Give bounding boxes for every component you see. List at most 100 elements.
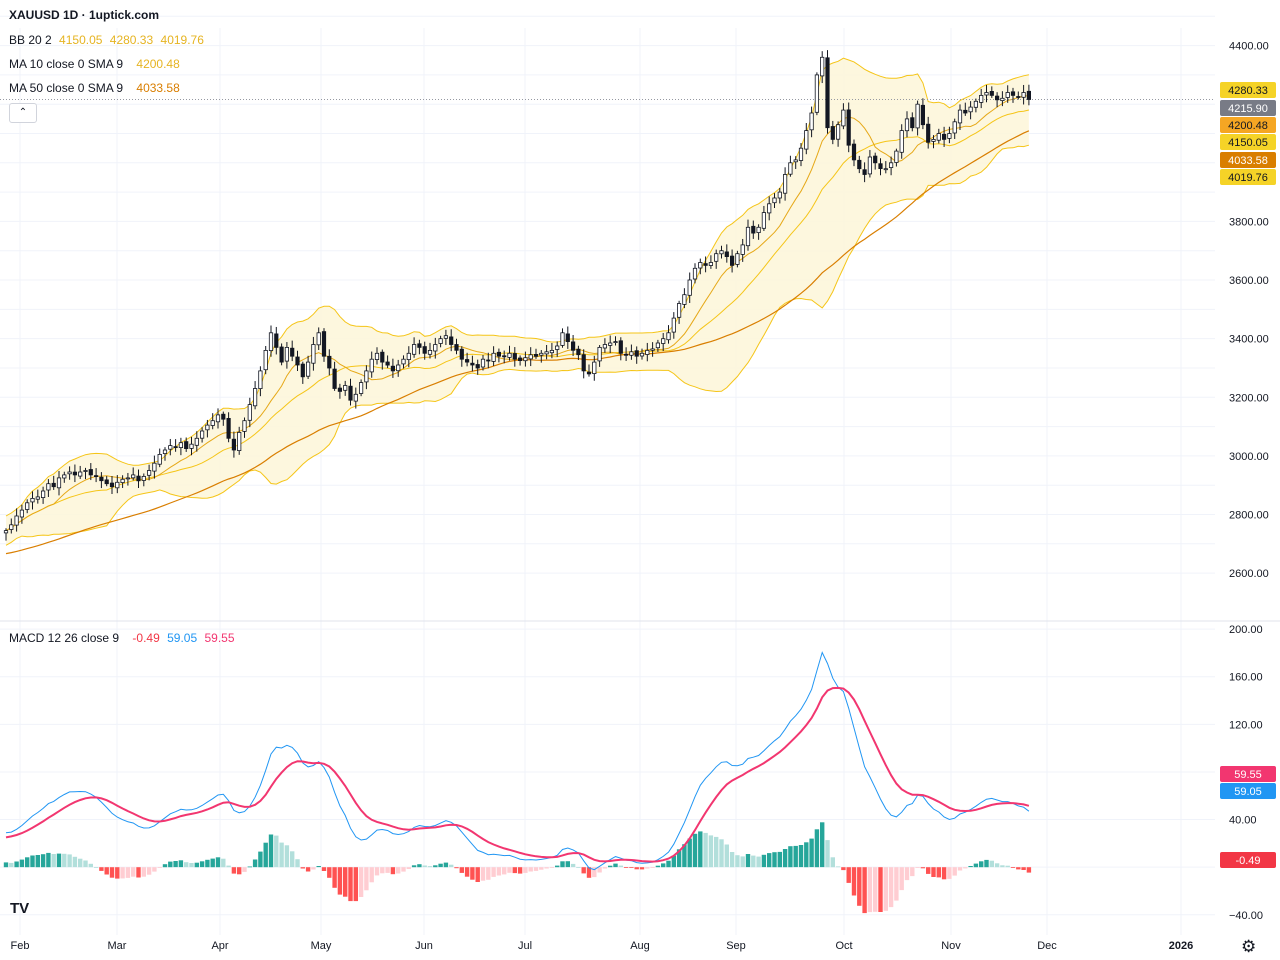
candle-body [199,430,205,439]
candle-body [242,420,247,432]
time-tick-label: May [311,940,332,952]
macd-histogram-bar [454,867,459,869]
candle-body [459,348,464,360]
candle-body [714,253,719,262]
legend-ma50-value: 4033.58 [136,81,180,95]
candle-body [979,95,984,103]
macd-histogram-bar [555,865,560,868]
candle-body [401,358,406,365]
time-tick-label: Dec [1037,940,1057,952]
macd-histogram-bar [926,867,931,874]
candle-body [369,358,374,373]
ma10-line [5,95,1029,532]
macd-histogram-bar [19,859,25,868]
candle-body [661,338,666,344]
candle-body [613,341,618,344]
indicator-lines [0,57,1215,555]
macd-histogram-bar [46,852,51,868]
candle-body [51,482,56,488]
macd-histogram-bar [904,867,910,881]
macd-histogram-bar [14,861,19,868]
candle-body [523,357,528,362]
macd-histogram-bar [9,862,14,868]
candle-body [592,361,597,375]
candle-body [311,344,316,364]
candle-body [268,332,274,351]
candle-body [549,349,555,354]
macd-histogram-bar [67,854,72,868]
candle-body [862,169,867,175]
macd-histogram-bar [841,867,846,871]
candle-body [581,354,586,372]
candle-body [740,244,745,255]
macd-histogram-bar [512,867,517,874]
macd-histogram-bar [724,844,729,868]
candle-body [1016,96,1021,98]
candle-body [226,417,231,439]
legend-ma50[interactable]: MA 50 close 0 SMA 9 4033.58 [9,81,180,95]
macd-histogram-bar [252,859,258,868]
candle-body [692,267,698,280]
macd-histogram-bar [316,866,321,868]
collapse-legend-button[interactable]: ⌃ [9,103,37,123]
macd-histogram-bar [634,867,639,870]
price-badge: 4280.33 [1220,82,1276,98]
price-badge-bg [1220,152,1276,168]
macd-histogram-bar [994,863,1000,868]
macd-histogram-bar [618,865,623,868]
candle-body [719,250,724,255]
macd-histogram-bar [570,863,576,868]
candle-body [624,353,629,356]
macd-histogram-bar [788,846,793,868]
time-tick-label: Aug [630,940,650,952]
macd-histogram-bar [910,867,915,877]
macd-histogram-bar [973,863,979,868]
macd-histogram-bar [83,860,88,868]
legend-ma10[interactable]: MA 10 close 0 SMA 9 4200.48 [9,57,180,71]
candle-body [873,155,878,164]
macd-badge: 59.55 [1220,766,1276,782]
price-badge-bg [1220,134,1276,150]
macd-histogram-bar [666,860,671,868]
candle-body [745,226,751,247]
macd-histogram-bar [242,867,247,872]
legend-bb-label: BB 20 2 [9,33,52,47]
candle-body [109,482,115,488]
candle-body [555,345,560,350]
candle-body [597,346,602,362]
macd-histogram-bar [279,842,284,868]
macd-histogram-bar [390,867,396,875]
price-badge-text: 4280.33 [1228,85,1268,97]
candle-body [3,530,9,534]
candle-body [316,332,321,346]
macd-histogram-bar [947,867,952,879]
price-tick-label: 2800.00 [1229,509,1269,521]
legend-bb[interactable]: BB 20 2 4150.05 4280.33 4019.76 [9,33,204,47]
candle-body [385,361,390,366]
macd-histogram-bar [263,842,268,868]
macd-histogram-bar [581,867,586,874]
candle-body [115,481,120,489]
candle-body [793,159,798,163]
macd-histogram-bar [348,867,353,902]
macd-badge-bg [1220,783,1276,799]
macd-histogram-bar [88,863,93,868]
settings-gear-icon[interactable]: ⚙ [1241,937,1257,956]
candle-body [804,130,809,150]
candle-body [809,112,814,131]
chart-axes: 4400.004200.004000.003800.003600.003400.… [11,41,1276,952]
macd-histogram-bar [406,867,411,869]
legend-macd[interactable]: MACD 12 26 close 9 -0.49 59.05 59.55 [9,631,235,645]
tradingview-logo-icon[interactable]: TV [10,900,30,917]
candle-body [666,332,671,341]
macd-histogram-bar [99,867,104,871]
price-badge-bg [1220,169,1276,185]
macd-histogram-bar [369,867,374,883]
candle-body [899,130,904,153]
candle-body [157,453,162,465]
macd-histogram-bar [115,867,120,879]
macd-histogram-bar [56,853,62,868]
candle-body [327,355,332,369]
price-badge-bg [1220,100,1276,116]
